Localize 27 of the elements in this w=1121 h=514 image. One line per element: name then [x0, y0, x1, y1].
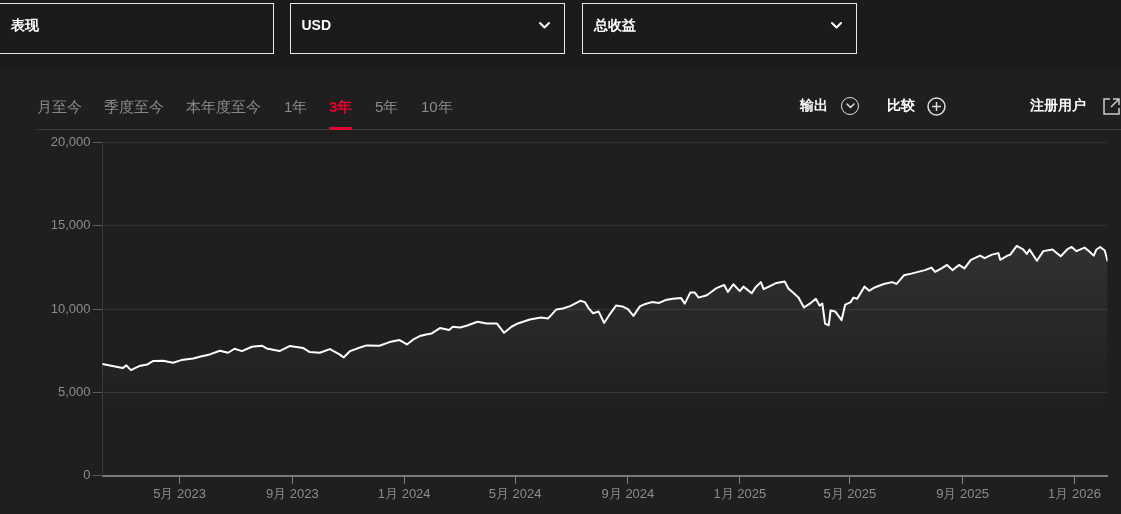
y-tick-label: 0 — [83, 467, 91, 483]
dropdown-field: 总收益 — [582, 3, 857, 54]
y-tick-label: 5,000 — [57, 383, 91, 399]
x-tick-label: 1月 2025 — [713, 486, 767, 502]
x-tick-label: 5月 2025 — [823, 486, 877, 502]
x-tick-label: 9月 2024 — [601, 486, 655, 502]
text: 3年 — [329, 98, 353, 116]
x-tick-label: 9月 2025 — [936, 486, 989, 502]
x-tick-label: 5月 2024 — [488, 486, 542, 502]
text: 季度至今 — [104, 98, 164, 116]
text: 1年 — [284, 98, 308, 116]
x-tick-label: 9月 2023 — [265, 486, 319, 502]
text: 月至今 — [37, 98, 82, 116]
text: 注册用户 — [1030, 97, 1086, 114]
text: 5年 — [375, 98, 399, 116]
y-tick-label: 20,000 — [50, 134, 91, 150]
y-tick-label: 15,000 — [50, 217, 91, 233]
text: 本年度至今 — [186, 98, 261, 116]
x-tick-label: 1月 2026 — [1048, 486, 1101, 502]
text: 10年 — [421, 98, 453, 116]
text: 比较 — [887, 97, 915, 114]
input-field: 表现 — [0, 3, 274, 54]
x-tick-label: 5月 2023 — [153, 486, 206, 502]
y-tick-label: 10,000 — [50, 300, 91, 316]
x-tick-label: 1月 2024 — [377, 486, 431, 502]
text: 输出 — [800, 97, 828, 114]
dropdown-field: USD — [290, 3, 565, 54]
